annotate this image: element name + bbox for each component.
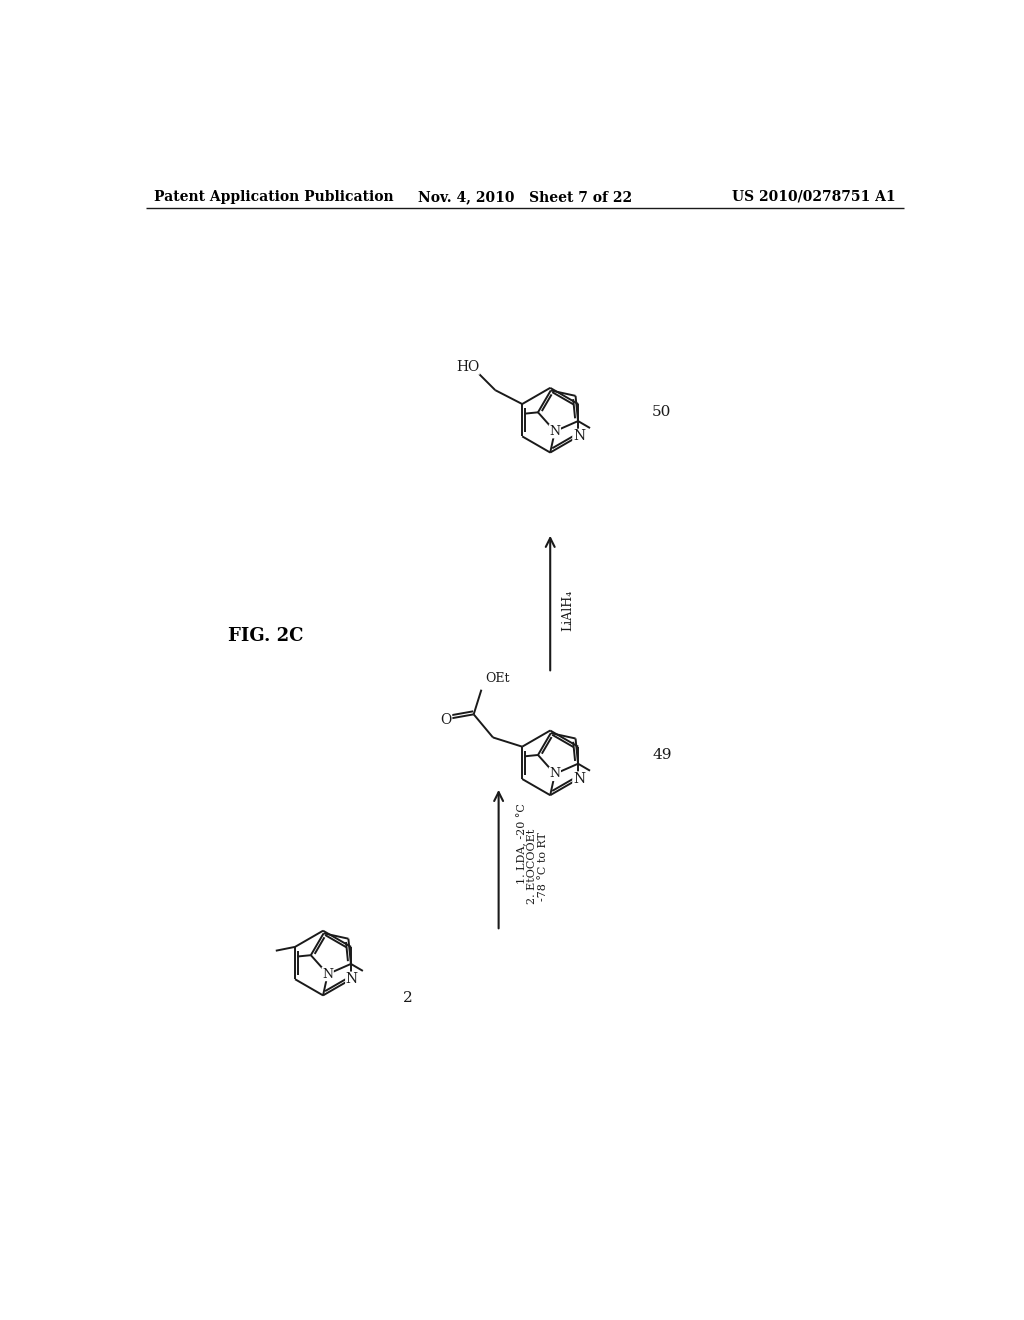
Text: N: N [346, 973, 358, 986]
Text: O: O [440, 713, 452, 727]
Text: N: N [549, 425, 560, 438]
Text: HO: HO [456, 360, 479, 374]
Text: 49: 49 [652, 748, 672, 762]
Text: 2. EtOCOOEt: 2. EtOCOOEt [527, 829, 538, 904]
Text: N: N [572, 429, 585, 444]
Text: US 2010/0278751 A1: US 2010/0278751 A1 [732, 190, 896, 203]
Text: 2: 2 [402, 991, 413, 1005]
Text: 50: 50 [652, 405, 672, 420]
Text: 1. LDA, -20 °C: 1. LDA, -20 °C [516, 804, 527, 884]
Text: FIG. 2C: FIG. 2C [227, 627, 303, 644]
Text: N: N [572, 772, 585, 785]
Text: N: N [549, 767, 560, 780]
Text: N: N [323, 968, 333, 981]
Text: OEt: OEt [485, 672, 510, 685]
Text: Patent Application Publication: Patent Application Publication [154, 190, 393, 203]
Text: -78 °C to RT: -78 °C to RT [538, 833, 548, 902]
Text: LiAlH₄: LiAlH₄ [562, 590, 574, 631]
Text: Nov. 4, 2010   Sheet 7 of 22: Nov. 4, 2010 Sheet 7 of 22 [418, 190, 632, 203]
